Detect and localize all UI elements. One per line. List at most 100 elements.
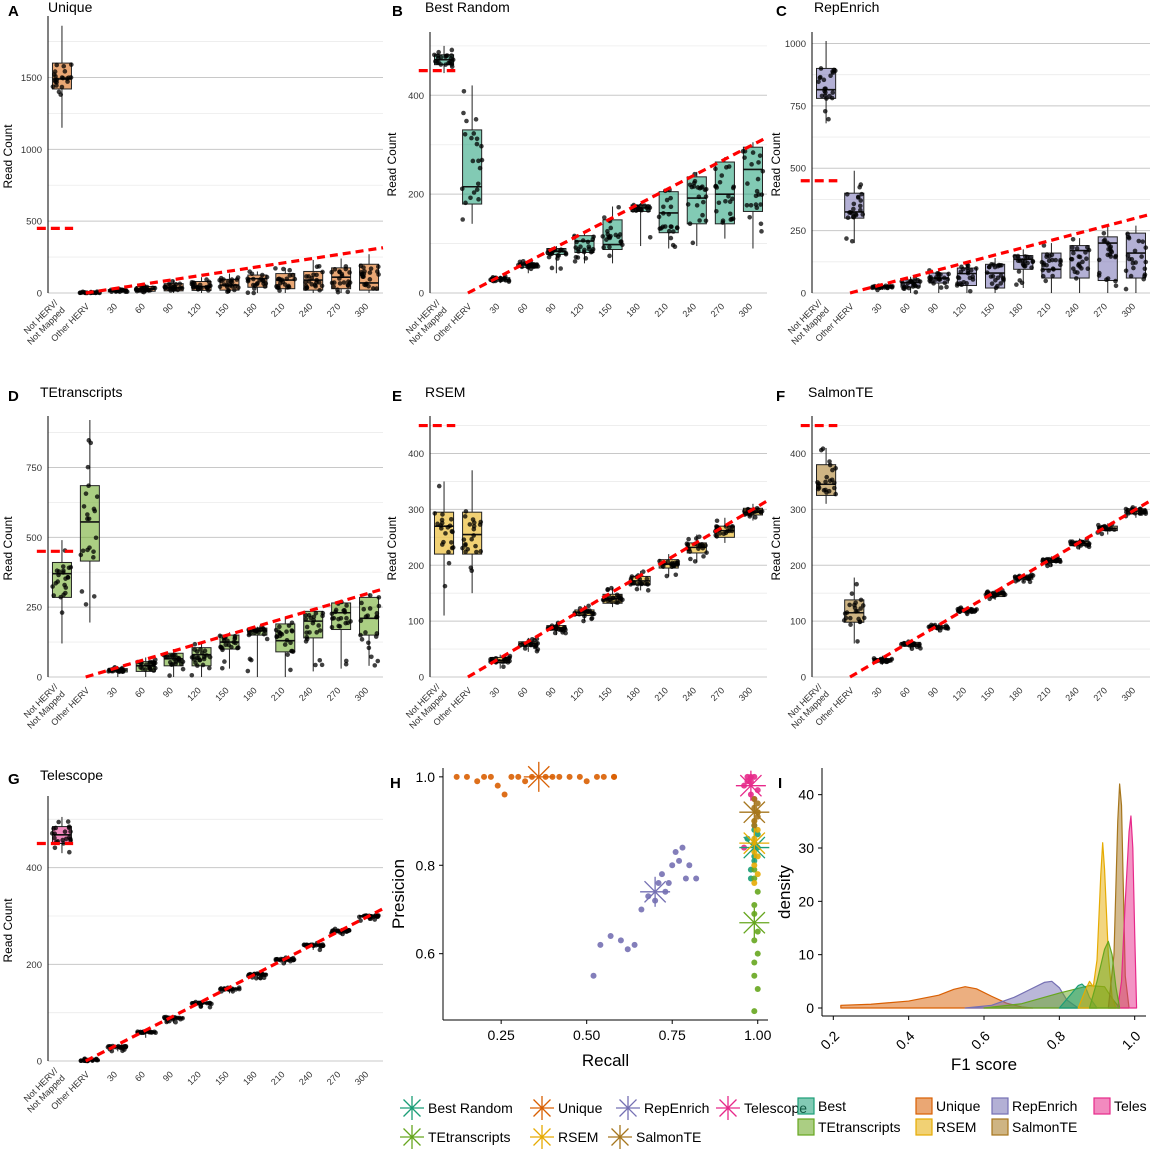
data-point [217, 986, 223, 992]
data-point [725, 528, 730, 534]
x-tick-label: 270 [1091, 301, 1109, 319]
x-tick-label-line: 210 [652, 685, 670, 703]
data-point [660, 564, 666, 569]
data-point [937, 628, 943, 633]
data-point [369, 654, 374, 660]
data-point [752, 515, 758, 520]
data-point [822, 108, 828, 114]
panel-I: I 0 10 20 30 40 0.2 0.4 0.6 0.8 1.0 F1 score density [775, 768, 1146, 1074]
data-point [93, 1056, 99, 1062]
scatter-point [754, 986, 761, 993]
data-point [697, 543, 703, 549]
x-tick-label-line: 120 [568, 685, 586, 703]
data-point [844, 610, 850, 615]
legend-label: Unique [558, 1100, 603, 1116]
data-point [989, 281, 995, 286]
data-point [264, 274, 270, 280]
x-tick-label: 180 [624, 685, 642, 703]
data-point [860, 212, 866, 217]
data-point [607, 244, 612, 250]
x-tick-label: 300 [1120, 301, 1138, 319]
data-point [462, 131, 468, 137]
data-point [714, 208, 719, 214]
data-point [476, 158, 481, 164]
data-point [673, 572, 679, 578]
data-point [855, 194, 861, 200]
data-point [1083, 250, 1088, 255]
legend-item: RSEM [530, 1125, 598, 1149]
data-point [461, 537, 467, 542]
data-point [668, 235, 674, 241]
y-tick-label: 400 [790, 449, 806, 460]
data-point [313, 610, 319, 616]
data-point [1074, 246, 1080, 251]
legend-star-ray [403, 1128, 421, 1146]
data-point [759, 192, 765, 197]
data-point [80, 548, 86, 554]
mean-star-ray [644, 880, 667, 903]
x-tick-label-line: 210 [1035, 301, 1053, 319]
data-point [700, 199, 706, 205]
legend-item: RepEnrich [991, 1097, 1077, 1115]
data-point [656, 214, 662, 220]
data-point [153, 665, 158, 671]
data-point [704, 550, 709, 555]
data-point [607, 235, 613, 241]
data-point [995, 275, 1001, 281]
data-point [700, 212, 705, 218]
x-tick-label-line: 180 [1007, 685, 1025, 703]
data-point [359, 269, 364, 275]
legend-item: TEtranscripts [400, 1125, 510, 1149]
data-point [81, 504, 87, 509]
y-tick-label: 0.6 [416, 946, 436, 962]
scatter-point [679, 844, 686, 851]
scatter-point [682, 875, 689, 882]
scatter-point [590, 972, 597, 979]
data-point [449, 47, 455, 53]
panel-letter: F [776, 388, 785, 405]
data-point [375, 658, 381, 664]
data-point [1040, 557, 1046, 562]
data-point [957, 609, 962, 615]
scatter-point [669, 862, 676, 869]
data-point [434, 60, 440, 65]
data-point [687, 221, 693, 227]
y-tick-label: 0 [801, 289, 806, 300]
data-point [316, 623, 321, 628]
x-tick-label-line: 210 [269, 1069, 287, 1087]
data-point [65, 819, 71, 824]
data-point [954, 283, 960, 288]
data-point [474, 141, 480, 147]
data-point [277, 630, 283, 636]
data-point [604, 237, 609, 242]
scatter-point [754, 800, 761, 807]
data-point [661, 211, 666, 216]
scatter-point [638, 906, 645, 913]
scatter-point [631, 941, 638, 948]
data-point [197, 657, 203, 663]
x-tick-label-line: 210 [1035, 685, 1053, 703]
x-tick-label: 270 [1091, 685, 1109, 703]
data-point [858, 606, 863, 611]
data-point [55, 579, 61, 584]
data-point [1142, 508, 1148, 513]
x-tick-label: 210 [1035, 301, 1053, 319]
x-tick-label: 300 [737, 301, 755, 319]
data-point [141, 289, 147, 295]
x-tick-label: 210 [652, 685, 670, 703]
data-point [1102, 237, 1108, 243]
data-point [557, 248, 562, 254]
y-tick-label: 300 [408, 505, 424, 516]
data-point [748, 203, 754, 208]
scatter-point [754, 871, 761, 878]
data-point [340, 931, 345, 937]
data-point [366, 283, 371, 289]
data-point [1073, 276, 1079, 281]
x-tick-label: 180 [1007, 301, 1025, 319]
data-point [222, 659, 227, 664]
data-point [714, 185, 720, 190]
x-tick-label: 30 [487, 301, 501, 315]
